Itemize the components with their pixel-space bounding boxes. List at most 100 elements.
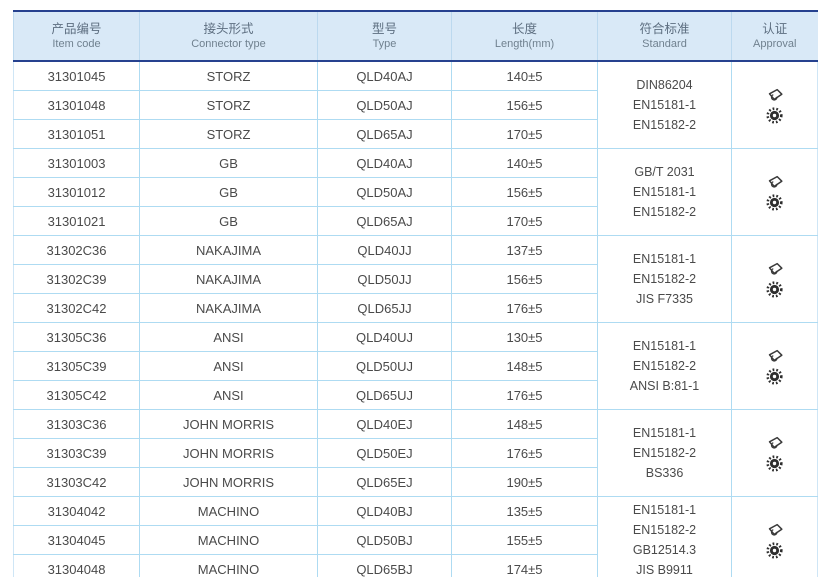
- column-header-zh: 接头形式: [203, 22, 254, 36]
- length-cell: 176±5: [451, 293, 598, 323]
- item-code-cell: 31304045: [13, 525, 140, 555]
- column-header-en: Item code: [52, 38, 101, 50]
- length-cell: 135±5: [451, 496, 598, 526]
- column-header-zh: 产品编号: [51, 22, 102, 36]
- connector-type-cell: GB: [139, 148, 318, 178]
- table-row: 31301051 STORZ QLD65AJ 170±5: [13, 119, 818, 149]
- type-cell: QLD40BJ: [317, 496, 452, 526]
- connector-type-cell: NAKAJIMA: [139, 235, 318, 265]
- length-cell: 176±5: [451, 380, 598, 410]
- column-header-standard: 符合标准 Standard: [597, 11, 732, 62]
- table-row: 31303C39 JOHN MORRIS QLD50EJ 176±5: [13, 438, 818, 468]
- item-code-cell: 31305C36: [13, 322, 140, 352]
- standard-line: EN15182-2: [632, 205, 697, 219]
- approval-cell: [731, 496, 818, 577]
- item-code-cell: 31302C42: [13, 293, 140, 323]
- column-header-zh: 认证: [762, 22, 788, 36]
- approval-cell: [731, 61, 818, 149]
- standard-line: EN15182-2: [632, 523, 697, 537]
- certification-seal-icon: [765, 280, 785, 299]
- standard-line: EN15181-1: [632, 252, 697, 266]
- approval-cell: [731, 148, 818, 236]
- connector-type-cell: MACHINO: [139, 496, 318, 526]
- table-row: 31303C42 JOHN MORRIS QLD65EJ 190±5: [13, 467, 818, 497]
- table-row: 31301045 STORZ QLD40AJ 140±5 DIN86204 EN15181…: [13, 61, 818, 149]
- item-code-cell: 31303C42: [13, 467, 140, 497]
- column-header-connector-type: 接头形式 Connector type: [139, 11, 318, 62]
- type-approval-stamp-icon: [765, 434, 785, 452]
- approval-cell: [731, 409, 818, 497]
- length-cell: 140±5: [451, 61, 598, 91]
- column-header-en: Length(mm): [494, 38, 555, 50]
- item-code-cell: 31301021: [13, 206, 140, 236]
- type-cell: QLD65AJ: [317, 119, 452, 149]
- table-row: 31302C39 NAKAJIMA QLD50JJ 156±5: [13, 264, 818, 294]
- type-cell: QLD40AJ: [317, 148, 452, 178]
- type-approval-stamp-icon: [765, 173, 785, 191]
- type-cell: QLD65JJ: [317, 293, 452, 323]
- length-cell: 140±5: [451, 148, 598, 178]
- item-code-cell: 31301051: [13, 119, 140, 149]
- type-cell: QLD65AJ: [317, 206, 452, 236]
- standards-cell: EN15181-1 EN15182-2 GB12514.3 JIS B9911: [597, 496, 732, 577]
- standard-line: GB12514.3: [632, 543, 697, 557]
- item-code-cell: 31305C39: [13, 351, 140, 381]
- approval-cell: [731, 235, 818, 323]
- connector-type-cell: ANSI: [139, 380, 318, 410]
- standards-cell: GB/T 2031 EN15181-1 EN15182-2: [597, 148, 732, 236]
- table-row: 31302C42 NAKAJIMA QLD65JJ 176±5: [13, 293, 818, 323]
- type-cell: QLD50EJ: [317, 438, 452, 468]
- standards-cell: DIN86204 EN15181-1 EN15182-2: [597, 61, 732, 149]
- standard-line: DIN86204: [636, 78, 693, 92]
- table-row: 31301003 GB QLD40AJ 140±5 GB/T 2031 EN15181-1…: [13, 148, 818, 236]
- column-header-approval: 认证 Approval: [731, 11, 818, 62]
- table-row: 31304048 MACHINO QLD65BJ 174±5: [13, 554, 818, 577]
- standard-line: EN15181-1: [632, 503, 697, 517]
- type-cell: QLD65UJ: [317, 380, 452, 410]
- length-cell: 148±5: [451, 409, 598, 439]
- type-cell: QLD50AJ: [317, 177, 452, 207]
- type-approval-stamp-icon: [765, 260, 785, 278]
- connector-type-cell: NAKAJIMA: [139, 293, 318, 323]
- item-code-cell: 31303C39: [13, 438, 140, 468]
- table-body: 31301045 STORZ QLD40AJ 140±5 DIN86204 EN15181…: [13, 61, 818, 577]
- standard-line: EN15181-1: [632, 185, 697, 199]
- table-row: 31301048 STORZ QLD50AJ 156±5: [13, 90, 818, 120]
- item-code-cell: 31305C42: [13, 380, 140, 410]
- standard-line: JIS B9911: [636, 563, 693, 577]
- connector-type-cell: NAKAJIMA: [139, 264, 318, 294]
- column-header-zh: 型号: [371, 22, 397, 36]
- standard-line: EN15181-1: [632, 98, 697, 112]
- item-code-cell: 31301012: [13, 177, 140, 207]
- product-spec-table: 产品编号 Item code 接头形式 Connector type 型号 Ty…: [13, 10, 818, 577]
- header-row: 产品编号 Item code 接头形式 Connector type 型号 Ty…: [13, 11, 818, 62]
- length-cell: 190±5: [451, 467, 598, 497]
- type-cell: QLD65BJ: [317, 554, 452, 577]
- connector-type-cell: MACHINO: [139, 554, 318, 577]
- length-cell: 170±5: [451, 206, 598, 236]
- length-cell: 174±5: [451, 554, 598, 577]
- item-code-cell: 31303C36: [13, 409, 140, 439]
- length-cell: 170±5: [451, 119, 598, 149]
- type-cell: QLD50UJ: [317, 351, 452, 381]
- standards-cell: EN15181-1 EN15182-2 ANSI B:81-1: [597, 322, 732, 410]
- table-row: 31301012 GB QLD50AJ 156±5: [13, 177, 818, 207]
- item-code-cell: 31302C36: [13, 235, 140, 265]
- table-row: 31305C42 ANSI QLD65UJ 176±5: [13, 380, 818, 410]
- standard-line: GB/T 2031: [634, 165, 695, 179]
- connector-type-cell: ANSI: [139, 322, 318, 352]
- type-cell: QLD65EJ: [317, 467, 452, 497]
- table-row: 31305C36 ANSI QLD40UJ 130±5 EN15181-1 EN15182…: [13, 322, 818, 410]
- connector-type-cell: MACHINO: [139, 525, 318, 555]
- table-row: 31305C39 ANSI QLD50UJ 148±5: [13, 351, 818, 381]
- type-cell: QLD50AJ: [317, 90, 452, 120]
- standards-cell: EN15181-1 EN15182-2 BS336: [597, 409, 732, 497]
- type-approval-stamp-icon: [765, 347, 785, 365]
- type-cell: QLD50JJ: [317, 264, 452, 294]
- connector-type-cell: STORZ: [139, 90, 318, 120]
- column-header-zh: 长度: [511, 22, 537, 36]
- connector-type-cell: GB: [139, 206, 318, 236]
- connector-type-cell: GB: [139, 177, 318, 207]
- standard-line: BS336: [645, 466, 684, 480]
